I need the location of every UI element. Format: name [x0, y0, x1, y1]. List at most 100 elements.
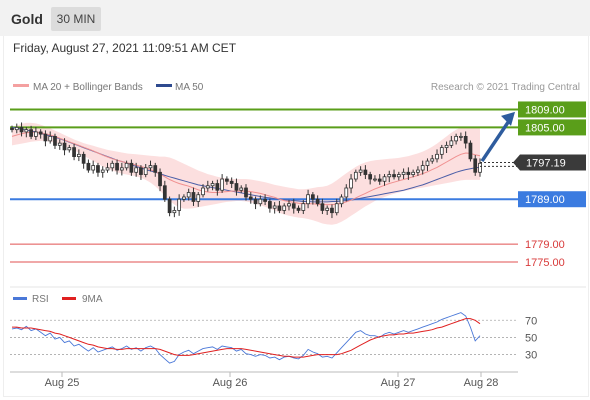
candle-body	[10, 127, 14, 131]
candle-body	[182, 196, 186, 200]
candle-body	[349, 178, 353, 189]
candle-body	[296, 207, 301, 211]
x-tick-label-Aug-28: Aug 28	[464, 377, 499, 389]
candle-body	[473, 158, 478, 173]
candle-body	[411, 171, 416, 175]
candle-body	[435, 153, 439, 160]
level-label-1809.00: 1809.00	[525, 104, 565, 116]
candle-body	[162, 185, 167, 200]
rsi-tick-50: 50	[525, 332, 537, 344]
x-tick-label-Aug-26: Aug 26	[213, 377, 248, 389]
rsi-tick-30: 30	[525, 350, 537, 362]
candle-body	[148, 165, 153, 169]
candle-body	[14, 127, 19, 131]
legend-swatch-ma50	[156, 84, 172, 87]
candle-body	[377, 178, 382, 182]
candle-body	[139, 167, 143, 175]
candle-body	[439, 147, 444, 155]
candle-body	[177, 198, 182, 211]
candle-body	[172, 210, 177, 214]
candle-body	[287, 203, 291, 207]
legend-label-ma50: MA 50	[175, 82, 204, 93]
credit-text: Research © 2021 Trading Central	[431, 82, 580, 93]
candle-body	[143, 167, 148, 175]
current-price-label: 1797.19	[526, 157, 566, 169]
candle-body	[115, 162, 119, 171]
candle-body	[248, 196, 253, 200]
x-tick-label-Aug-27: Aug 27	[381, 377, 416, 389]
top-bar: Gold 30 MIN	[0, 0, 590, 36]
candle-body	[268, 201, 272, 209]
candle-body	[196, 194, 201, 202]
candle-body	[406, 171, 411, 175]
candle-body	[291, 203, 296, 209]
legend-label-9ma: 9MA	[82, 294, 103, 305]
candle-body	[306, 194, 310, 205]
candle-body	[320, 203, 325, 211]
candle-body	[81, 153, 86, 164]
candle-body	[19, 127, 24, 133]
candle-body	[205, 185, 210, 189]
candle-body	[244, 187, 248, 198]
legend-swatch-ma20	[13, 84, 29, 87]
candle-body	[344, 187, 349, 198]
candle-body	[396, 174, 401, 178]
candle-body	[444, 144, 449, 149]
timeframe-button[interactable]: 30 MIN	[51, 7, 101, 31]
x-tick-label-Aug-25: Aug 25	[45, 377, 80, 389]
datetime-label: Friday, August 27, 2021 11:09:51 AM CET	[13, 41, 237, 55]
candle-body	[76, 153, 81, 157]
candle-body	[24, 129, 29, 133]
candle-body	[449, 140, 454, 146]
candle-body	[277, 205, 282, 211]
candle-body	[38, 131, 43, 135]
candle-body	[220, 178, 224, 191]
candle-body	[420, 165, 425, 171]
candle-body	[325, 207, 330, 211]
forecast-arrow-head	[501, 111, 515, 126]
candle-body	[468, 142, 473, 160]
candle-body	[57, 142, 62, 146]
candle-body	[263, 198, 267, 202]
level-label-1779.00: 1779.00	[525, 239, 565, 251]
forecast-arrow-shaft	[480, 119, 511, 163]
candle-body	[110, 162, 115, 169]
candle-body	[34, 131, 38, 137]
candle-body	[186, 192, 191, 198]
legend-swatch-rsi	[13, 297, 27, 300]
candle-body	[48, 135, 53, 142]
candle-body	[158, 171, 162, 187]
candle-body	[215, 183, 220, 191]
candle-body	[478, 162, 482, 173]
candle-body	[124, 162, 129, 169]
candle-body	[105, 167, 110, 171]
candle-body	[459, 135, 463, 138]
candle-body	[358, 169, 363, 173]
candle-body	[416, 169, 420, 173]
candle-body	[258, 198, 263, 205]
level-label-1789.00: 1789.00	[525, 194, 565, 206]
candle-body	[239, 187, 244, 191]
rsi-line	[11, 312, 481, 364]
candle-body	[272, 205, 277, 209]
level-tag-1809.00	[518, 101, 586, 118]
candle-body	[368, 174, 373, 180]
candle-body	[454, 135, 458, 142]
candle-body	[387, 174, 392, 178]
candle-body	[353, 171, 358, 180]
candle-body	[401, 171, 406, 175]
candle-body	[339, 196, 344, 205]
current-price-tag	[513, 154, 586, 171]
candle-body	[253, 198, 258, 205]
candle-body	[86, 162, 91, 171]
legend-label-rsi: RSI	[32, 294, 49, 305]
candle-body	[72, 147, 76, 157]
rsi-9ma-line	[12, 318, 481, 358]
candle-body	[334, 203, 339, 214]
candle-body	[43, 133, 48, 142]
candle-body	[201, 187, 205, 196]
candle-body	[430, 158, 435, 162]
candle-body	[62, 142, 67, 151]
candle-body	[134, 167, 139, 173]
